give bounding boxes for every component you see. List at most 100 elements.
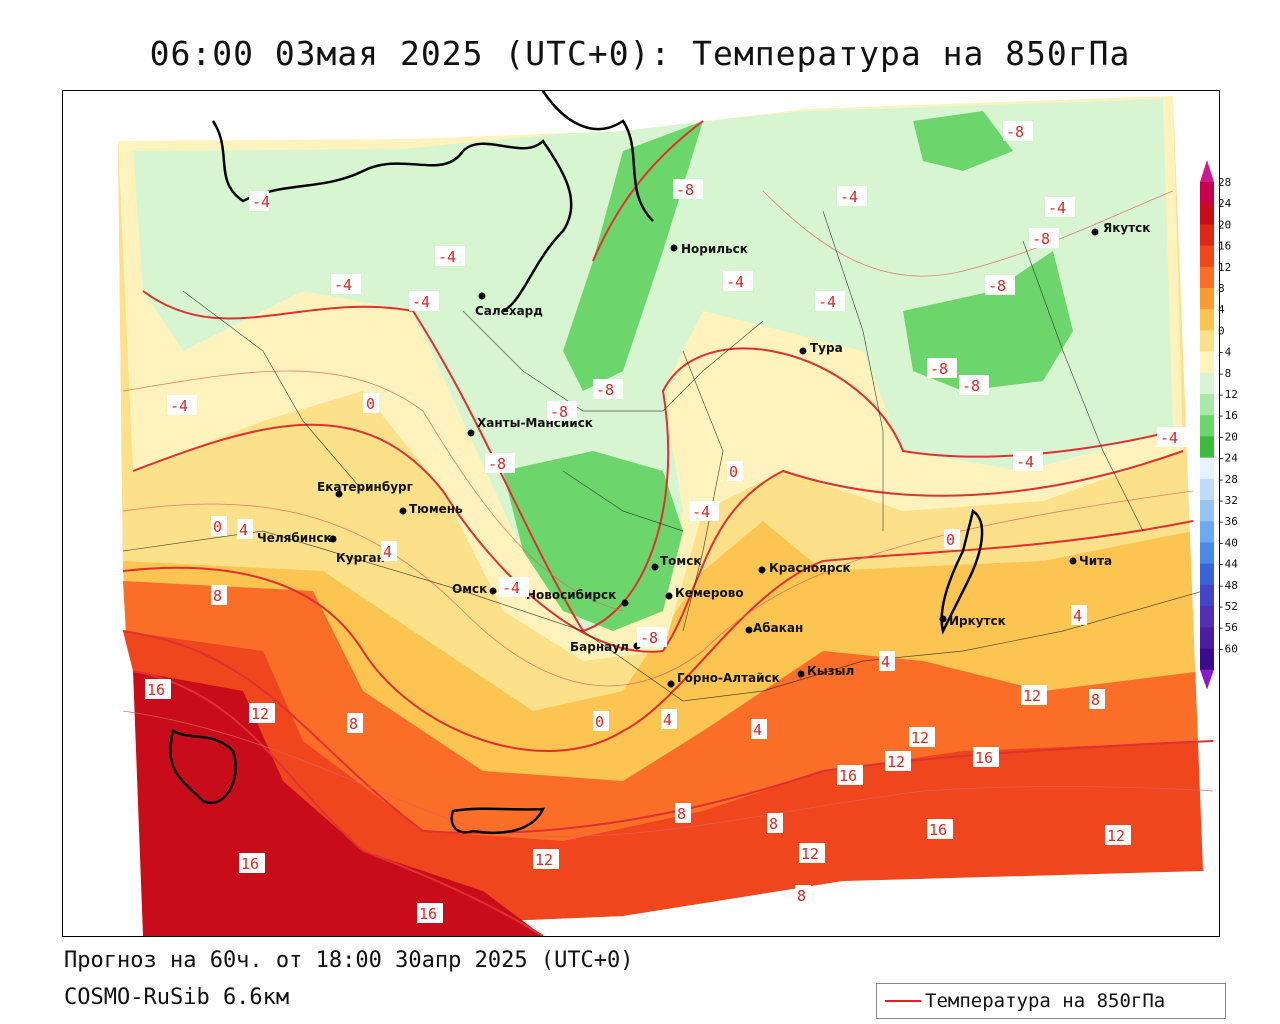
colorbar-swatch [1200, 266, 1214, 289]
colorbar-tick-label: -32 [1218, 494, 1238, 507]
iso-label: 0 [211, 516, 227, 536]
colorbar-tick-label: -28 [1218, 473, 1238, 486]
city-label-norilsk: Норильск [681, 242, 748, 256]
iso-label: 12 [1021, 685, 1047, 705]
svg-text:-8: -8 [676, 181, 694, 199]
iso-label: -4 [435, 246, 465, 266]
colorbar-swatch [1200, 224, 1214, 247]
iso-label: 0 [593, 711, 609, 731]
city-dot-krasnoyarsk[interactable] [758, 566, 766, 574]
city-label-irkutsk: Иркутск [949, 614, 1006, 628]
city-label-chita: Чита [1079, 554, 1112, 568]
city-dot-norilsk[interactable] [670, 244, 678, 252]
city-label-kyzyl: Кызыл [807, 664, 854, 678]
city-dot-chelyabinsk[interactable] [329, 535, 337, 543]
svg-text:12: 12 [887, 753, 905, 771]
colorbar-swatch [1200, 288, 1214, 310]
iso-label: 8 [347, 713, 363, 733]
isotherm-labels: -4 -4 -4 -4 -8 -4 -4 -4 -8 -4 -8 -8 -8 -… [145, 121, 1187, 923]
svg-text:-8: -8 [1006, 123, 1024, 141]
city-label-chelyabinsk: Челябинск [257, 531, 332, 545]
city-label-yakutsk: Якутск [1103, 221, 1150, 235]
city-dot-chita[interactable] [1069, 557, 1077, 565]
svg-text:16: 16 [419, 905, 437, 923]
minor-contours [122, 190, 1214, 837]
colorbar-top-arrow [1200, 160, 1214, 182]
zone-minus12-ob [503, 451, 683, 631]
svg-text:8: 8 [1091, 691, 1100, 709]
city-dot-yakutsk[interactable] [1091, 228, 1099, 236]
city-dot-tura[interactable] [799, 347, 807, 355]
model-name: COSMO-RuSib 6.6км [64, 985, 290, 1010]
iso-label: -4 [815, 291, 845, 311]
city-dot-tyumen[interactable] [399, 507, 407, 515]
colorbar-swatch [1200, 563, 1214, 586]
iso-label: 4 [879, 651, 895, 671]
svg-text:0: 0 [729, 463, 738, 481]
forecast-info: Прогноз на 60ч. от 18:00 30апр 2025 (UTC… [64, 948, 634, 973]
iso-label: 8 [795, 885, 811, 905]
city-label-kurgan: Курган [336, 551, 385, 565]
svg-text:0: 0 [213, 518, 222, 536]
colorbar-tick-label: -48 [1218, 579, 1238, 592]
city-dot-tomsk[interactable] [651, 563, 659, 571]
svg-text:-4: -4 [1048, 199, 1066, 217]
iso-label: 4 [237, 519, 253, 539]
iso-label: -8 [637, 627, 667, 647]
svg-text:8: 8 [797, 887, 806, 905]
colorbar-swatch [1200, 542, 1214, 565]
city-dot-abakan[interactable] [745, 626, 753, 634]
city-dot-kemerovo[interactable] [665, 592, 673, 600]
hot-zone-16 [123, 631, 1213, 936]
svg-text:-8: -8 [962, 377, 980, 395]
colorbar-swatch [1200, 627, 1214, 649]
svg-text:4: 4 [881, 653, 890, 671]
iso-label: -4 [837, 186, 867, 206]
svg-text:-8: -8 [1032, 230, 1050, 248]
city-dot-gorno-altaysk[interactable] [667, 680, 675, 688]
iso-label: -8 [673, 179, 703, 199]
city-label-krasnoyarsk: Красноярск [769, 561, 851, 575]
svg-text:-8: -8 [988, 277, 1006, 295]
city-dot-khanty-mansiysk[interactable] [467, 429, 475, 437]
svg-text:8: 8 [677, 805, 686, 823]
legend-line-swatch [885, 1000, 921, 1002]
city-dot-kyzyl[interactable] [797, 670, 805, 678]
colorbar-tick-label: 8 [1218, 282, 1225, 295]
colorbar-tick-label: 20 [1218, 218, 1231, 231]
iso-label: -4 [723, 271, 753, 291]
iso-label: 8 [767, 813, 783, 833]
iso-label: 0 [363, 393, 379, 413]
hot-zone-20 [133, 671, 543, 936]
colorbar-swatch [1200, 521, 1214, 543]
city-dot-novosibirsk[interactable] [621, 599, 629, 607]
svg-text:12: 12 [911, 729, 929, 747]
iso-label: 16 [145, 679, 171, 699]
colorbar-swatch [1200, 372, 1214, 395]
iso-label: -4 [689, 501, 719, 521]
svg-text:4: 4 [753, 721, 762, 739]
colorbar-swatch [1200, 457, 1214, 480]
city-label-tura: Тура [810, 341, 843, 355]
city-dot-salekhard[interactable] [478, 292, 486, 300]
iso-label: -4 [1157, 427, 1187, 447]
iso-label: -8 [927, 358, 957, 378]
svg-text:-4: -4 [840, 188, 858, 206]
city-dot-omsk[interactable] [489, 587, 497, 595]
iso-label: 12 [885, 751, 911, 771]
city-dot-irkutsk[interactable] [939, 615, 947, 623]
svg-text:8: 8 [213, 587, 222, 605]
colorbar-tick-label: -36 [1218, 515, 1238, 528]
iso-label: 0 [944, 529, 960, 549]
svg-text:-8: -8 [488, 455, 506, 473]
colorbar-swatch [1200, 584, 1214, 607]
colorbar-swatch [1200, 245, 1214, 268]
city-dot-ekaterinburg[interactable] [335, 490, 343, 498]
svg-text:-8: -8 [596, 381, 614, 399]
colorbar-tick-label: 12 [1218, 261, 1231, 274]
svg-text:4: 4 [383, 543, 392, 561]
iso-label: 16 [927, 819, 953, 839]
iso-label: 4 [751, 719, 767, 739]
colorbar-tick-label: -8 [1218, 367, 1231, 380]
svg-text:12: 12 [251, 705, 269, 723]
